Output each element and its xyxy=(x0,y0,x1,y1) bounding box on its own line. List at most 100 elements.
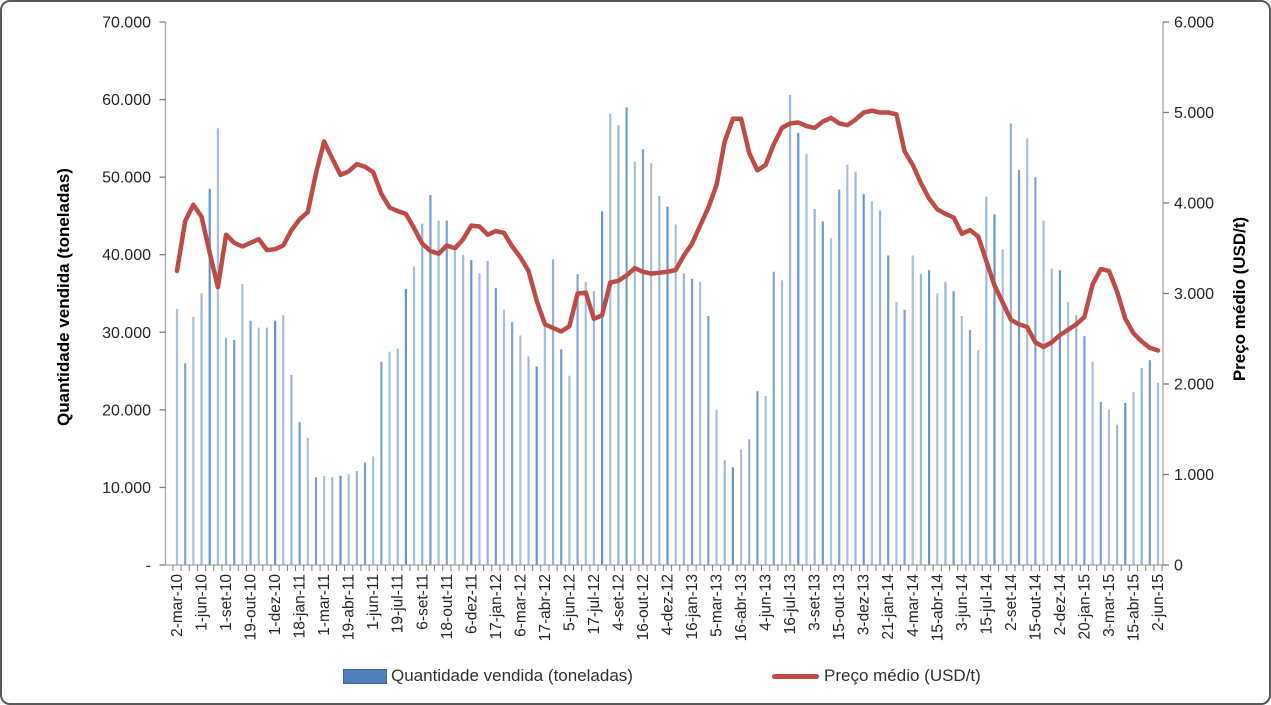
bar-quantidade xyxy=(592,291,596,565)
bar-quantidade xyxy=(1107,409,1111,565)
x-axis-tick-label: 15-out-13 xyxy=(831,574,848,640)
bar-quantidade xyxy=(478,273,481,565)
bar-quantidade xyxy=(650,163,653,565)
bar-quantidade xyxy=(968,329,972,565)
bar-quantidade xyxy=(470,260,473,565)
bar-quantidade xyxy=(772,271,775,565)
bar-quantidade xyxy=(257,327,260,565)
bar-quantidade xyxy=(224,337,228,565)
bar-quantidade xyxy=(870,201,873,565)
bar-quantidade xyxy=(699,281,702,565)
x-axis-tick-label: 3-dez-13 xyxy=(856,574,873,635)
x-axis-tick-label: 1-jun-11 xyxy=(365,574,382,630)
bar-quantidade xyxy=(527,356,530,565)
right-axis-tick-label: 1.000 xyxy=(1174,467,1214,484)
bar-quantidade xyxy=(372,456,375,565)
bar-quantidade xyxy=(756,391,759,565)
right-axis-tick-label: 5.000 xyxy=(1174,105,1214,122)
x-axis-tick-label: 16-abr-13 xyxy=(733,574,750,641)
right-axis-title: Preço médio (USD/t) xyxy=(1230,216,1249,382)
bar-quantidade xyxy=(789,94,792,566)
bar-quantidade xyxy=(919,274,923,565)
x-axis-tick-label: 18-jan-11 xyxy=(292,574,309,638)
bar-quantidade xyxy=(805,153,808,565)
bar-quantidade xyxy=(306,437,309,565)
x-axis-tick-label: 17-jan-12 xyxy=(488,574,505,640)
right-axis-tick-label: 3.000 xyxy=(1174,286,1214,303)
legend-line-label: Preço médio (USD/t) xyxy=(824,666,981,685)
bar-quantidade xyxy=(282,315,285,565)
bar-quantidade xyxy=(739,449,743,565)
right-axis-tick-label: 6.000 xyxy=(1174,15,1214,32)
bar-quantidade xyxy=(1099,402,1102,565)
x-axis-tick-label: 3-mar-15 xyxy=(1101,574,1118,637)
bar-quantidade xyxy=(314,477,318,565)
bar-quantidade xyxy=(1009,123,1012,566)
bar-quantidade xyxy=(1083,336,1086,565)
bar-quantidade xyxy=(216,128,219,565)
left-axis-tick-label: 40.000 xyxy=(102,247,151,264)
bar-quantidade xyxy=(601,211,604,565)
bar-quantidade xyxy=(707,316,710,565)
x-axis-tick-label: 1-mar-11 xyxy=(316,574,333,636)
bar-quantidade xyxy=(462,254,465,565)
x-axis-tick-label: 6-mar-12 xyxy=(512,574,529,637)
left-axis-tick-label: 20.000 xyxy=(102,402,151,419)
bar-quantidade xyxy=(985,196,988,566)
left-axis-tick-label: 30.000 xyxy=(102,325,151,342)
line-preco-medio xyxy=(174,108,1161,353)
bar-quantidade xyxy=(682,273,685,565)
bar-quantidade xyxy=(658,195,661,565)
bar-quantidade xyxy=(412,266,416,565)
bar-quantidade xyxy=(453,250,457,565)
bar-quantidade xyxy=(977,350,980,565)
x-axis-tick-label: 15-out-14 xyxy=(1027,574,1044,641)
bar-quantidade xyxy=(445,220,448,565)
bar-quantidade xyxy=(1140,367,1143,565)
bar-quantidade xyxy=(388,351,391,565)
x-axis-tick-label: 16-jan-13 xyxy=(684,574,701,640)
bar-quantidade xyxy=(560,349,563,565)
x-axis-tick-label: 17-abr-12 xyxy=(537,574,554,641)
x-axis-tick-label: 20-jan-15 xyxy=(1076,574,1093,640)
x-axis-tick-label: 4-dez-12 xyxy=(660,574,677,635)
bar-quantidade xyxy=(486,260,489,565)
bar-quantidade xyxy=(666,206,669,565)
bar-quantidade xyxy=(895,302,898,565)
bar-quantidade xyxy=(829,238,833,566)
bar-quantidade xyxy=(347,474,350,565)
x-axis-tick-label: 19-jul-11 xyxy=(390,574,407,633)
bar-quantidade xyxy=(249,320,252,565)
bar-quantidade xyxy=(903,309,906,565)
bar-quantidade xyxy=(1091,361,1094,565)
x-axis-tick-label: 5-mar-13 xyxy=(709,574,726,637)
bar-quantidade xyxy=(274,320,277,565)
x-axis-tick-label: 15-abr-15 xyxy=(1125,574,1142,641)
left-axis-tick-label: - xyxy=(146,558,151,575)
right-axis-tick-label: 4.000 xyxy=(1174,196,1214,213)
x-axis-tick-label: 19-abr-11 xyxy=(341,574,358,640)
bar-quantidade xyxy=(1124,402,1127,565)
left-axis-tick-label: 10.000 xyxy=(102,480,151,497)
bar-quantidade xyxy=(780,280,784,565)
bar-quantidade xyxy=(1116,424,1119,565)
bar-quantidade xyxy=(993,214,996,565)
bar-quantidade xyxy=(748,439,751,565)
x-axis-tick-label: 2-jun-15 xyxy=(1150,574,1167,631)
x-axis-tick-label: 18-out-11 xyxy=(439,574,456,639)
bar-quantidade xyxy=(437,220,440,565)
bar-quantidade xyxy=(519,335,522,565)
legend-line-swatch xyxy=(772,674,819,679)
bar-quantidade xyxy=(1017,170,1021,565)
bar-quantidade xyxy=(690,278,694,565)
bar-quantidade xyxy=(551,259,555,565)
bar-quantidade xyxy=(1132,392,1135,565)
bar-quantidade xyxy=(609,113,612,565)
left-axis-title: Quantidade vendida (toneladas) xyxy=(54,168,73,426)
right-axis-tick-label: 2.000 xyxy=(1174,377,1214,394)
bar-quantidade xyxy=(535,366,538,565)
x-axis-tick-label: 19-out-10 xyxy=(243,574,260,641)
bar-quantidade xyxy=(511,322,514,565)
bar-quantidade xyxy=(265,327,269,565)
x-axis-tick-label: 2-mar-10 xyxy=(169,574,186,637)
